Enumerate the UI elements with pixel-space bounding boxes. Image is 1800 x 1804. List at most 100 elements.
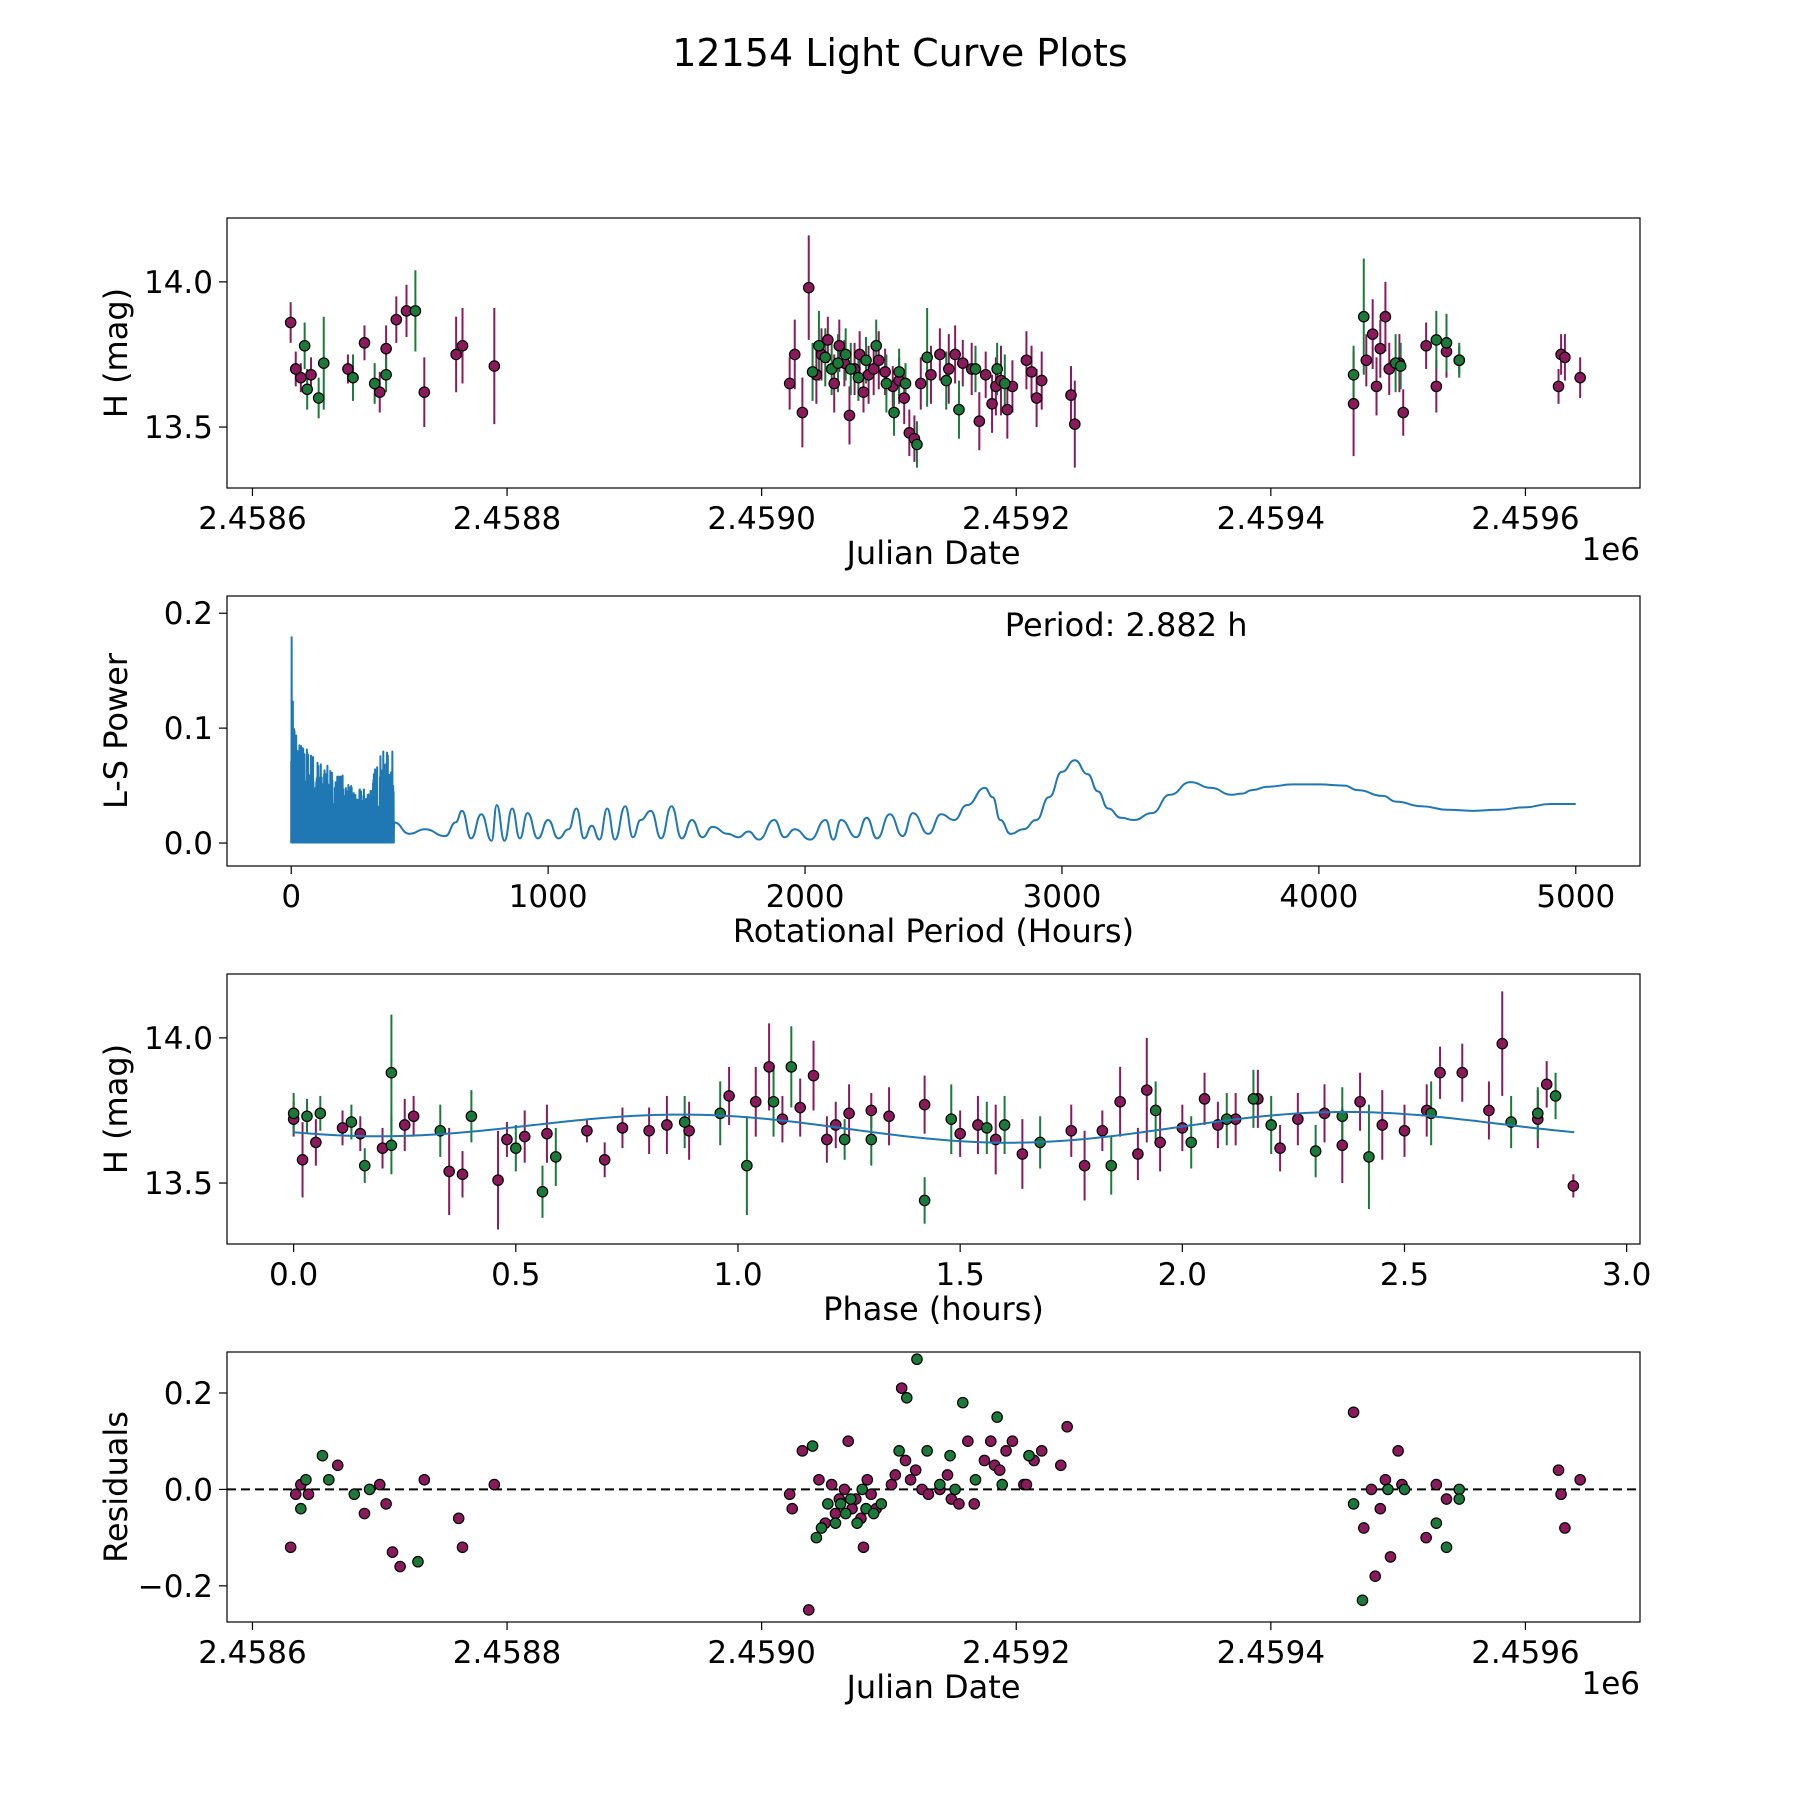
purple-data-point — [1020, 1478, 1033, 1491]
green-data-point — [1430, 1517, 1443, 1529]
purple-data-point — [813, 1473, 825, 1486]
purple-data-point — [541, 1127, 553, 1140]
green-data-point — [1105, 1159, 1118, 1172]
green-data-point — [301, 1110, 313, 1123]
purple-data-point — [796, 406, 809, 419]
purple-data-point — [1392, 1445, 1404, 1457]
green-data-point — [345, 1116, 358, 1128]
purple-data-point — [1357, 1522, 1370, 1534]
purple-data-point — [443, 1165, 455, 1178]
green-data-point — [815, 1522, 828, 1534]
purple-data-point — [289, 363, 302, 375]
green-data-point — [385, 1139, 398, 1152]
purple-data-point — [418, 386, 431, 398]
purple-data-point — [857, 386, 870, 398]
green-data-point — [822, 1498, 834, 1510]
green-data-point — [363, 1483, 376, 1496]
green-data-point — [844, 1493, 857, 1505]
green-data-point — [918, 1194, 931, 1207]
purple-data-point — [1000, 1445, 1012, 1457]
purple-data-point — [661, 1119, 673, 1131]
purple-data-point — [342, 363, 354, 375]
purple-data-point — [616, 1122, 629, 1134]
purple-data-point — [942, 363, 955, 375]
purple-data-point — [879, 366, 891, 378]
green-data-point — [1357, 310, 1370, 323]
purple-data-point — [783, 1488, 796, 1501]
purple-data-point — [336, 1122, 349, 1134]
purple-data-point — [407, 1110, 420, 1123]
purple-data-point — [984, 1435, 997, 1447]
purple-data-point — [1025, 366, 1038, 378]
green-data-point — [921, 1445, 933, 1457]
green-data-point — [856, 1483, 869, 1496]
green-data-point — [813, 339, 825, 352]
purple-data-point — [872, 354, 885, 367]
green-data-point — [860, 354, 872, 367]
purple-data-point — [394, 1560, 406, 1573]
purple-data-point — [867, 363, 880, 375]
purple-data-point — [310, 1136, 322, 1149]
green-data-point — [714, 1107, 727, 1120]
green-data-point — [911, 1353, 923, 1366]
green-data-point — [1398, 1483, 1411, 1496]
green-data-point — [1430, 334, 1443, 346]
x-axis-label: Phase (hours) — [823, 1290, 1044, 1328]
purple-data-point — [373, 386, 386, 398]
x-tick-label: 0.0 — [269, 1257, 318, 1293]
data-layer — [287, 991, 1580, 1230]
x-tick-label: 2.5 — [1380, 1257, 1429, 1293]
purple-data-point — [949, 348, 961, 361]
x-tick-label: 3.0 — [1602, 1257, 1651, 1293]
purple-data-point — [1540, 1078, 1553, 1091]
purple-data-point — [749, 1095, 762, 1108]
purple-data-point — [1114, 1095, 1126, 1108]
green-data-point — [385, 1066, 398, 1079]
x-tick-label: 2.4592 — [962, 501, 1070, 537]
data-layer — [284, 235, 1586, 468]
x-tick-label: 5000 — [1536, 879, 1615, 915]
purple-data-point — [1440, 1493, 1453, 1505]
purple-data-point — [1078, 1159, 1091, 1172]
figure-title: 12154 Light Curve Plots — [672, 31, 1127, 75]
purple-data-point — [305, 368, 317, 381]
purple-data-point — [1555, 1488, 1567, 1501]
purple-data-point — [1020, 354, 1033, 367]
purple-data-point — [934, 348, 946, 361]
x-offset-label: 1e6 — [1581, 532, 1640, 568]
purple-data-point — [1552, 380, 1565, 393]
purple-data-point — [1035, 374, 1048, 387]
green-data-point — [888, 406, 900, 419]
plot-frame — [226, 217, 1641, 489]
green-data-point — [1532, 1107, 1544, 1120]
purple-data-point — [885, 1478, 898, 1491]
purple-data-point — [821, 1133, 833, 1146]
purple-data-point — [284, 316, 297, 329]
purple-data-point — [418, 1473, 431, 1486]
x-tick-label: 2.4594 — [1217, 501, 1325, 537]
green-data-point — [409, 305, 422, 317]
model-fit-curve — [293, 1110, 1575, 1144]
purple-data-point — [1366, 328, 1379, 340]
purple-data-point — [843, 1107, 855, 1120]
purple-data-point — [857, 1541, 870, 1554]
purple-data-point — [1016, 1148, 1029, 1160]
green-data-point — [893, 366, 905, 378]
green-data-point — [1453, 1483, 1466, 1496]
green-data-point — [852, 371, 865, 384]
purple-data-point — [1198, 1093, 1211, 1105]
purple-data-point — [1430, 380, 1443, 393]
plot-frame — [226, 973, 1641, 1245]
purple-data-point — [993, 1464, 1006, 1476]
purple-data-point — [1336, 1139, 1349, 1152]
purple-data-point — [802, 281, 815, 294]
purple-data-point — [488, 360, 501, 372]
purple-data-point — [1370, 380, 1383, 393]
purple-data-point — [358, 337, 371, 349]
purple-data-point — [986, 398, 998, 410]
purple-data-point — [899, 1454, 912, 1467]
purple-data-point — [796, 1445, 809, 1457]
green-data-point — [412, 1555, 424, 1568]
x-axis-label: Rotational Period (Hours) — [733, 912, 1134, 950]
